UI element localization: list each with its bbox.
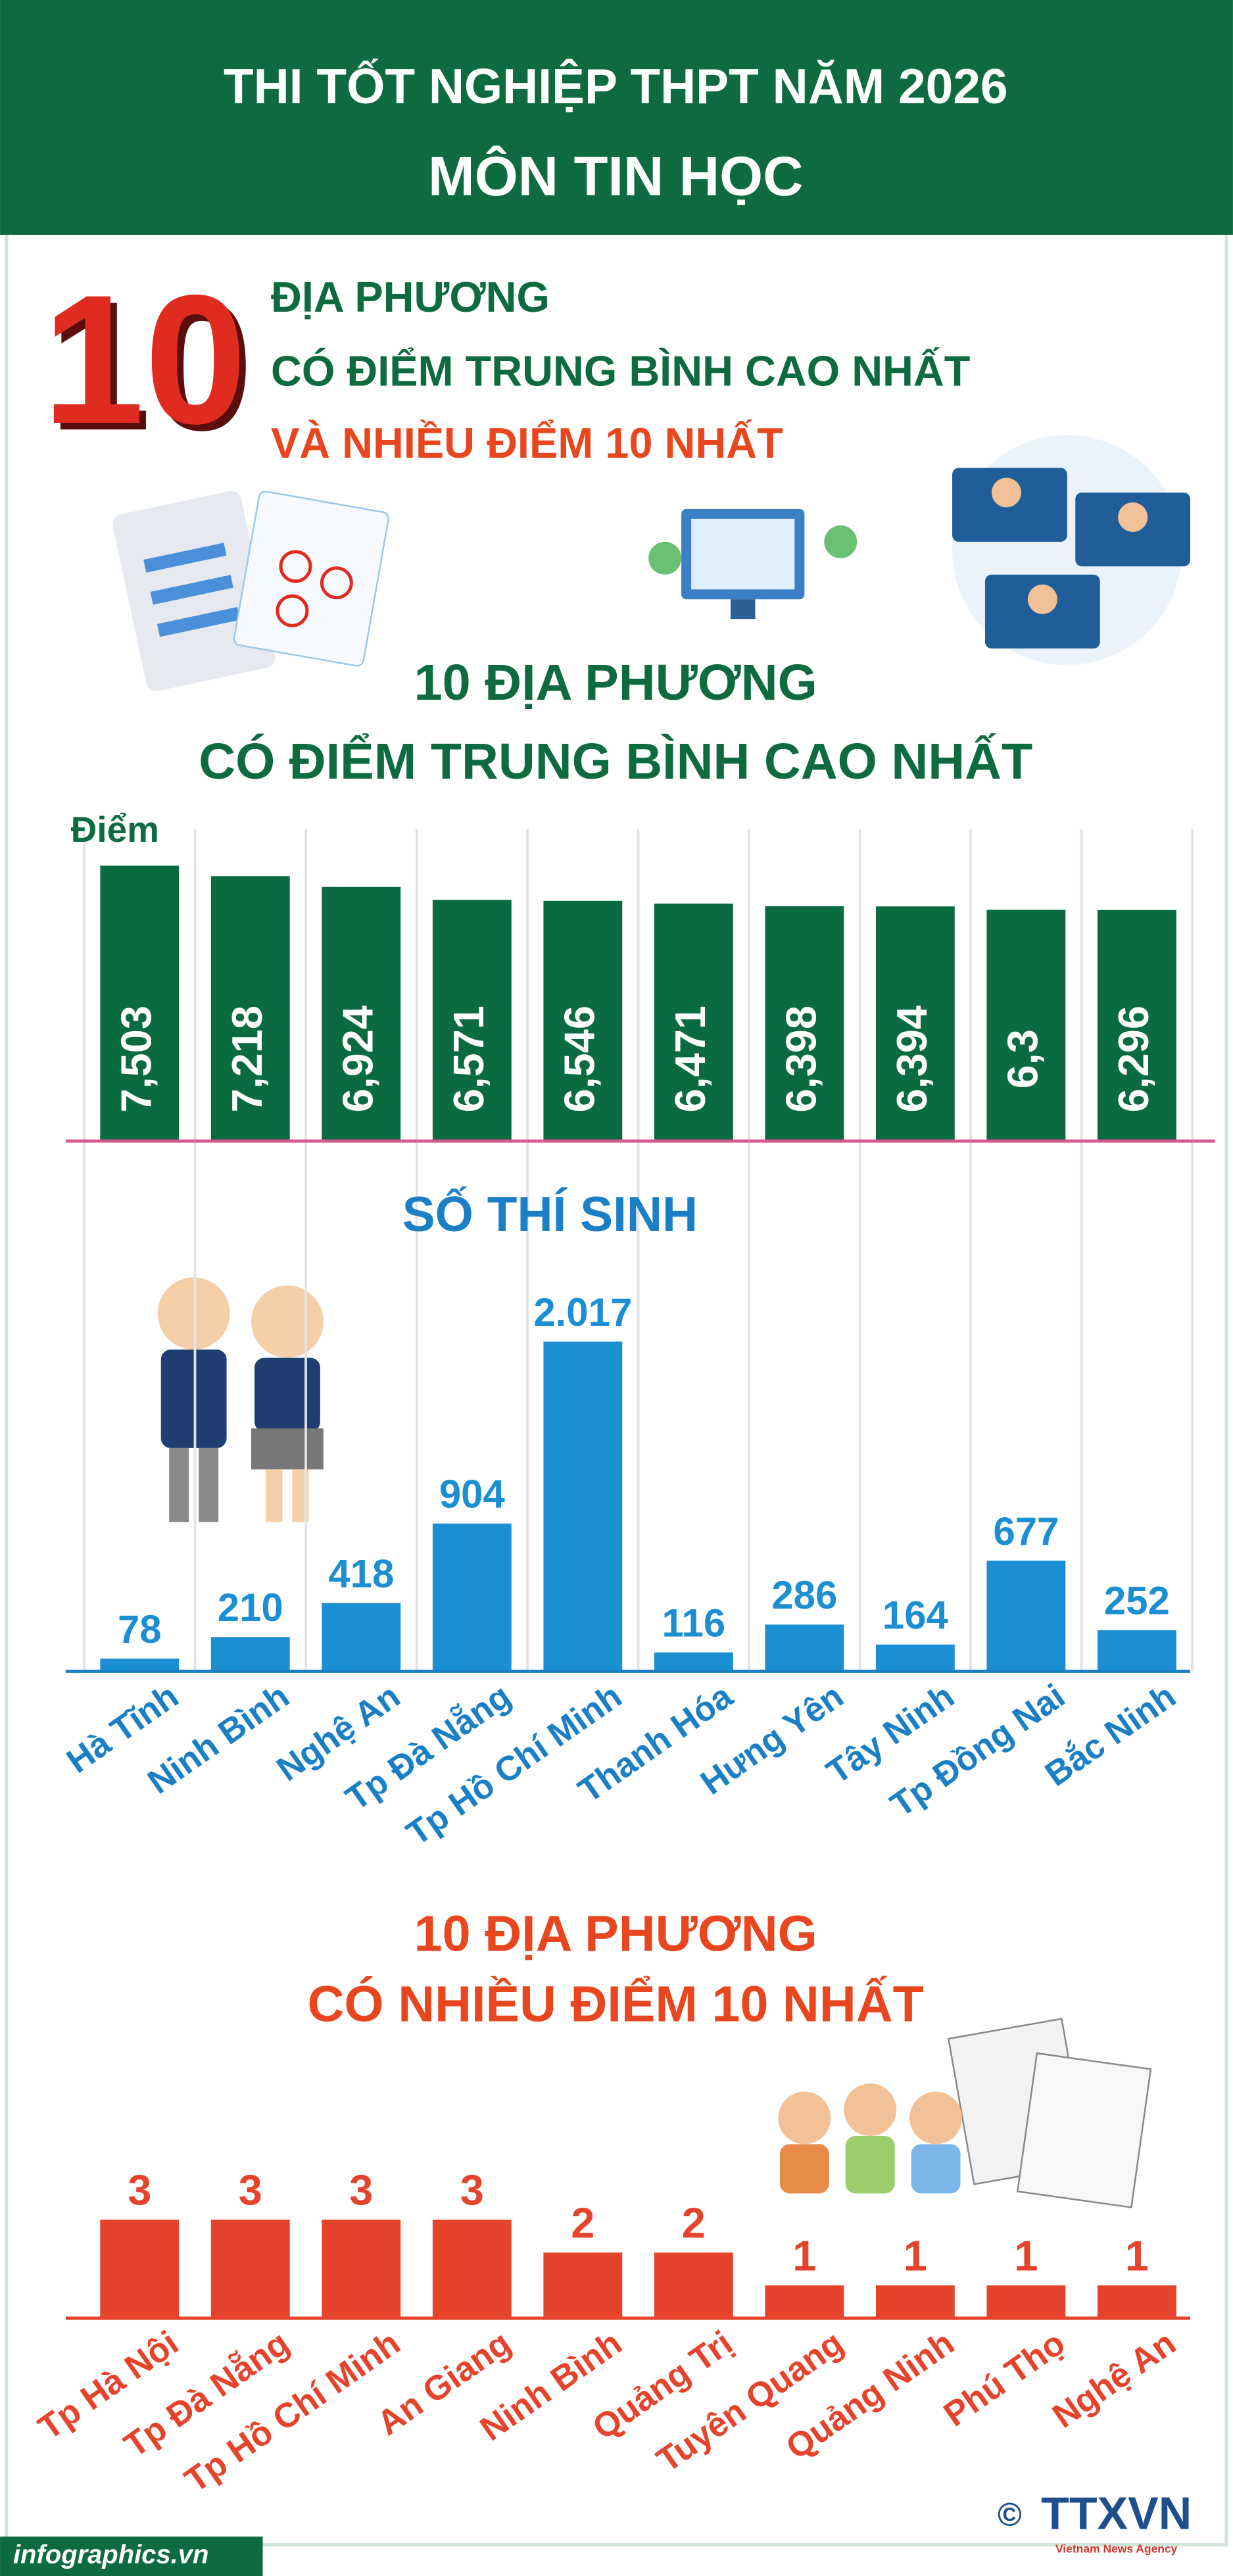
value-label: 1 — [1125, 2231, 1149, 2279]
intro-number: 10 — [42, 257, 247, 462]
bar — [986, 1561, 1066, 1672]
bar — [765, 1624, 844, 1672]
intro-line: VÀ NHIỀU ĐIỂM 10 NHẤT — [271, 419, 783, 467]
chart-title: 10 ĐỊA PHƯƠNG — [414, 1905, 817, 1962]
bar — [322, 2220, 401, 2319]
bar — [1097, 2285, 1176, 2319]
footer-agency-en: Vietnam News Agency — [1055, 2542, 1178, 2556]
value-label: 252 — [1104, 1579, 1170, 1623]
chart-title: CÓ NHIỀU ĐIỂM 10 NHẤT — [308, 1975, 924, 2033]
bar — [322, 887, 401, 1142]
value-label: 7,218 — [223, 1006, 271, 1112]
illustration-computer — [648, 508, 858, 620]
value-label: 164 — [882, 1593, 948, 1638]
value-label: 2 — [571, 2199, 594, 2247]
bar — [322, 1603, 401, 1672]
illustration-group — [778, 2018, 1152, 2208]
value-label: 2 — [682, 2199, 706, 2247]
value-label: 3 — [460, 2166, 484, 2214]
bar — [654, 903, 733, 1142]
bar — [432, 900, 512, 1142]
value-label: 418 — [328, 1551, 394, 1595]
bar — [765, 2285, 844, 2319]
value-label: 2.017 — [533, 1290, 632, 1334]
value-label: 904 — [439, 1472, 505, 1517]
value-label: 6,3 — [999, 1029, 1047, 1088]
bar — [765, 906, 844, 1142]
value-label: 210 — [218, 1586, 283, 1630]
y-axis-label: Điểm — [71, 809, 159, 850]
bar — [986, 2285, 1066, 2319]
intro-line: CÓ ĐIỂM TRUNG BÌNH CAO NHẤT — [271, 347, 970, 395]
value-label: 1 — [904, 2231, 927, 2279]
bar — [432, 1523, 512, 1672]
value-label: 6,471 — [666, 1006, 714, 1112]
value-label: 677 — [993, 1509, 1059, 1553]
bar — [210, 876, 290, 1142]
chart-title: 10 ĐỊA PHƯƠNG — [414, 654, 817, 711]
header-title: THI TỐT NGHIỆP THPT NĂM 2026 — [224, 59, 1008, 114]
bar — [1097, 1630, 1176, 1672]
value-label: 3 — [128, 2166, 151, 2214]
bar — [875, 2285, 955, 2319]
header-band — [0, 0, 1233, 235]
bar — [543, 900, 623, 1142]
bar — [654, 1652, 733, 1672]
bar — [210, 2220, 290, 2319]
value-label: 7,503 — [112, 1006, 160, 1112]
bar — [1097, 910, 1176, 1142]
bar — [875, 906, 955, 1142]
intro-line: ĐỊA PHƯƠNG — [271, 273, 550, 321]
chart-title: CÓ ĐIỂM TRUNG BÌNH CAO NHẤT — [199, 732, 1032, 790]
illustration-papers — [112, 491, 389, 692]
bar — [100, 865, 180, 1142]
bar — [875, 1644, 955, 1672]
footer-copyright: © — [998, 2496, 1022, 2533]
header-subtitle: MÔN TIN HỌC — [428, 145, 804, 207]
chart-title: SỐ THÍ SINH — [402, 1186, 698, 1242]
footer-band — [0, 2537, 263, 2576]
footer-site: infographics.vn — [13, 2540, 208, 2569]
bar — [654, 2252, 733, 2319]
value-label: 116 — [662, 1601, 726, 1645]
footer-agency: TTXVN — [1041, 2488, 1192, 2539]
value-label: 1 — [1014, 2231, 1038, 2279]
bar — [210, 1637, 290, 1672]
bar — [100, 2220, 180, 2319]
value-label: 6,571 — [445, 1006, 493, 1112]
bar — [100, 1659, 180, 1672]
value-label: 3 — [239, 2166, 262, 2214]
bar — [543, 2252, 623, 2319]
value-label: 6,398 — [777, 1006, 825, 1112]
bar — [986, 910, 1066, 1142]
value-label: 78 — [118, 1607, 162, 1651]
bar — [543, 1341, 623, 1672]
illustration-online-class — [952, 435, 1191, 666]
bar — [432, 2220, 512, 2319]
value-label: 6,296 — [1109, 1006, 1157, 1112]
intro-number-shadow: 10 — [49, 264, 253, 469]
value-label: 3 — [349, 2166, 373, 2214]
value-label: 6,924 — [333, 1006, 381, 1112]
value-label: 6,546 — [555, 1006, 603, 1112]
value-label: 6,394 — [888, 1006, 936, 1112]
value-label: 286 — [771, 1573, 837, 1617]
value-label: 1 — [792, 2231, 816, 2279]
